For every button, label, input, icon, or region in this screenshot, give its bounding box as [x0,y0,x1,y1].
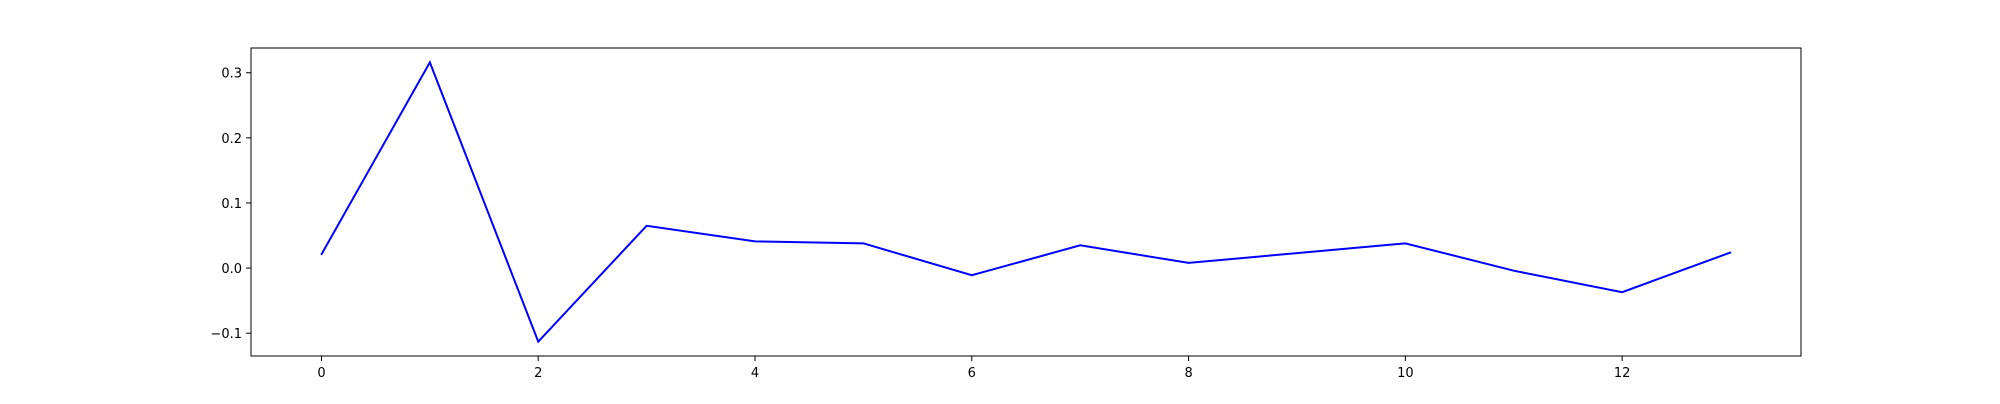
y-tick-label: 0.0 [221,262,242,277]
x-tick-label: 0 [317,366,325,381]
data-point [645,224,648,227]
x-axis: 0 2 4 6 8 10 12 [317,356,1630,381]
x-tick-label: 2 [534,366,542,381]
y-tick-label: 0.3 [221,67,242,82]
data-point [429,61,431,64]
data-point [862,242,865,245]
data-point [320,253,323,256]
data-point [537,340,540,343]
axes-frame [250,47,1802,357]
x-tick-label: 6 [968,366,976,381]
y-tick-label: −0.1 [210,327,242,342]
data-point [1296,252,1298,254]
plot-area [320,59,1732,344]
x-tick-label: 4 [751,366,759,381]
y-tick-label: 0.2 [221,132,242,147]
data-point [1512,269,1515,272]
data-point [1621,291,1623,293]
x-tick-label: 12 [1614,366,1631,381]
y-tick-label: 0.1 [221,197,242,212]
data-point [754,240,756,243]
y-axis: −0.1 0.0 0.1 0.2 0.3 [210,67,251,342]
data-point [1187,262,1190,264]
data-point [1404,242,1407,245]
x-tick-label: 10 [1397,366,1414,381]
series-line-0 [320,59,1731,344]
data-point [1079,244,1081,247]
data-point [971,274,973,277]
data-point [1729,251,1732,254]
x-tick-label: 8 [1184,366,1192,381]
